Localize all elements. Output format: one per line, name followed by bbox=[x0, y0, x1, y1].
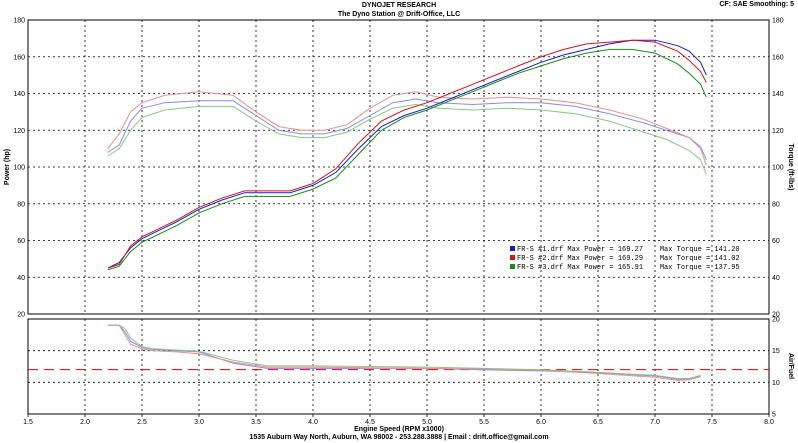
legend: FR-S #1.drf Max Power = 169.27 Max Torqu… bbox=[510, 246, 740, 272]
torque-tick-label: 60 bbox=[772, 238, 780, 245]
legend-entry-run1: FR-S #1.drf Max Power = 169.27 Max Torqu… bbox=[517, 246, 740, 254]
torque-tick-label: 100 bbox=[772, 165, 784, 172]
afr-line-run3 bbox=[107, 324, 701, 379]
afr-grid bbox=[28, 319, 769, 414]
legend-swatch-run1 bbox=[510, 246, 515, 251]
dyno-station-title: The Dyno Station @ Drift-Office, LLC bbox=[337, 11, 461, 18]
afr-line-run1 bbox=[107, 324, 701, 380]
correction-settings: CF: SAE Smoothing: 5 bbox=[719, 1, 794, 8]
torque-tick-label: 160 bbox=[772, 54, 784, 61]
x-tick-label: 5.5 bbox=[479, 419, 489, 426]
legend-entry-run3: FR-S #3.drf Max Power = 165.91 Max Torqu… bbox=[517, 264, 740, 272]
afr-tick-label: 5 bbox=[772, 412, 776, 419]
torque-line-run1 bbox=[107, 98, 707, 160]
torque-tick-label: 80 bbox=[772, 201, 780, 208]
power-tick-label: 60 bbox=[17, 238, 25, 245]
power-torque-series bbox=[107, 39, 707, 271]
power-grid bbox=[28, 20, 769, 314]
power-axis-label: Power (hp) bbox=[4, 149, 11, 185]
x-tick-label: 4.0 bbox=[308, 419, 318, 426]
power-tick-label: 180 bbox=[13, 18, 25, 25]
legend-entry-run2: FR-S #2.drf Max Power = 169.29 Max Torqu… bbox=[517, 255, 740, 263]
x-tick-label: 3.5 bbox=[251, 419, 261, 426]
power-tick-label: 80 bbox=[17, 201, 25, 208]
power-tick-label: 40 bbox=[17, 275, 25, 282]
afr-tick-label: 10 bbox=[772, 380, 780, 387]
power-tick-label: 160 bbox=[13, 54, 25, 61]
torque-axis-label: Torque (ft-lbs) bbox=[787, 144, 794, 191]
power-y-ticks: 20 40 60 80 100 120 140 160 180 bbox=[13, 18, 25, 319]
x-axis-label: Engine Speed (RPM x1000) bbox=[354, 426, 444, 433]
power-line-run3 bbox=[107, 48, 707, 271]
power-tick-label: 120 bbox=[13, 128, 25, 135]
x-tick-label: 2.5 bbox=[137, 419, 147, 426]
afr-plot-frame bbox=[27, 318, 770, 415]
afr-axis-label: Air/Fuel bbox=[787, 353, 794, 379]
x-tick-label: 6.0 bbox=[536, 419, 546, 426]
legend-swatch-run2 bbox=[510, 255, 515, 260]
power-line-run1 bbox=[107, 39, 707, 269]
power-tick-label: 140 bbox=[13, 91, 25, 98]
x-tick-label: 5.0 bbox=[422, 419, 432, 426]
torque-tick-label: 120 bbox=[772, 128, 784, 135]
torque-tick-label: 20 bbox=[772, 312, 780, 319]
power-line-run2 bbox=[107, 39, 707, 269]
torque-y-ticks: 20 40 60 80 100 120 140 160 180 bbox=[772, 18, 784, 319]
afr-series bbox=[28, 324, 769, 381]
footer-address: 1535 Auburn Way North, Auburn, WA 98002 … bbox=[249, 434, 549, 441]
x-tick-label: 4.5 bbox=[365, 419, 375, 426]
torque-tick-label: 40 bbox=[772, 275, 780, 282]
afr-tick-label: 15 bbox=[772, 348, 780, 355]
x-tick-label: 2.0 bbox=[80, 419, 90, 426]
torque-tick-label: 140 bbox=[772, 91, 784, 98]
dyno-company-title: DYNOJET RESEARCH bbox=[361, 2, 437, 9]
x-tick-label: 8.0 bbox=[764, 419, 774, 426]
x-tick-label: 7.5 bbox=[707, 419, 717, 426]
x-axis-ticks: 1.5 2.0 2.5 3.0 3.5 4.0 4.5 5.0 5.5 6.0 6.5 7.0 7.5 8… bbox=[23, 414, 774, 426]
torque-tick-label: 180 bbox=[772, 18, 784, 25]
torque-line-run3 bbox=[107, 103, 707, 175]
x-tick-label: 7.0 bbox=[650, 419, 660, 426]
afr-line-run2 bbox=[107, 324, 701, 381]
legend-swatch-run3 bbox=[510, 264, 515, 269]
x-tick-label: 3.0 bbox=[194, 419, 204, 426]
afr-y-ticks: 5 10 15 20 bbox=[772, 317, 780, 419]
power-tick-label: 100 bbox=[13, 165, 25, 172]
torque-line-run2 bbox=[107, 91, 707, 166]
x-tick-label: 6.5 bbox=[593, 419, 603, 426]
x-tick-label: 1.5 bbox=[23, 419, 33, 426]
afr-tick-label: 20 bbox=[772, 317, 780, 324]
power-tick-label: 20 bbox=[17, 312, 25, 319]
